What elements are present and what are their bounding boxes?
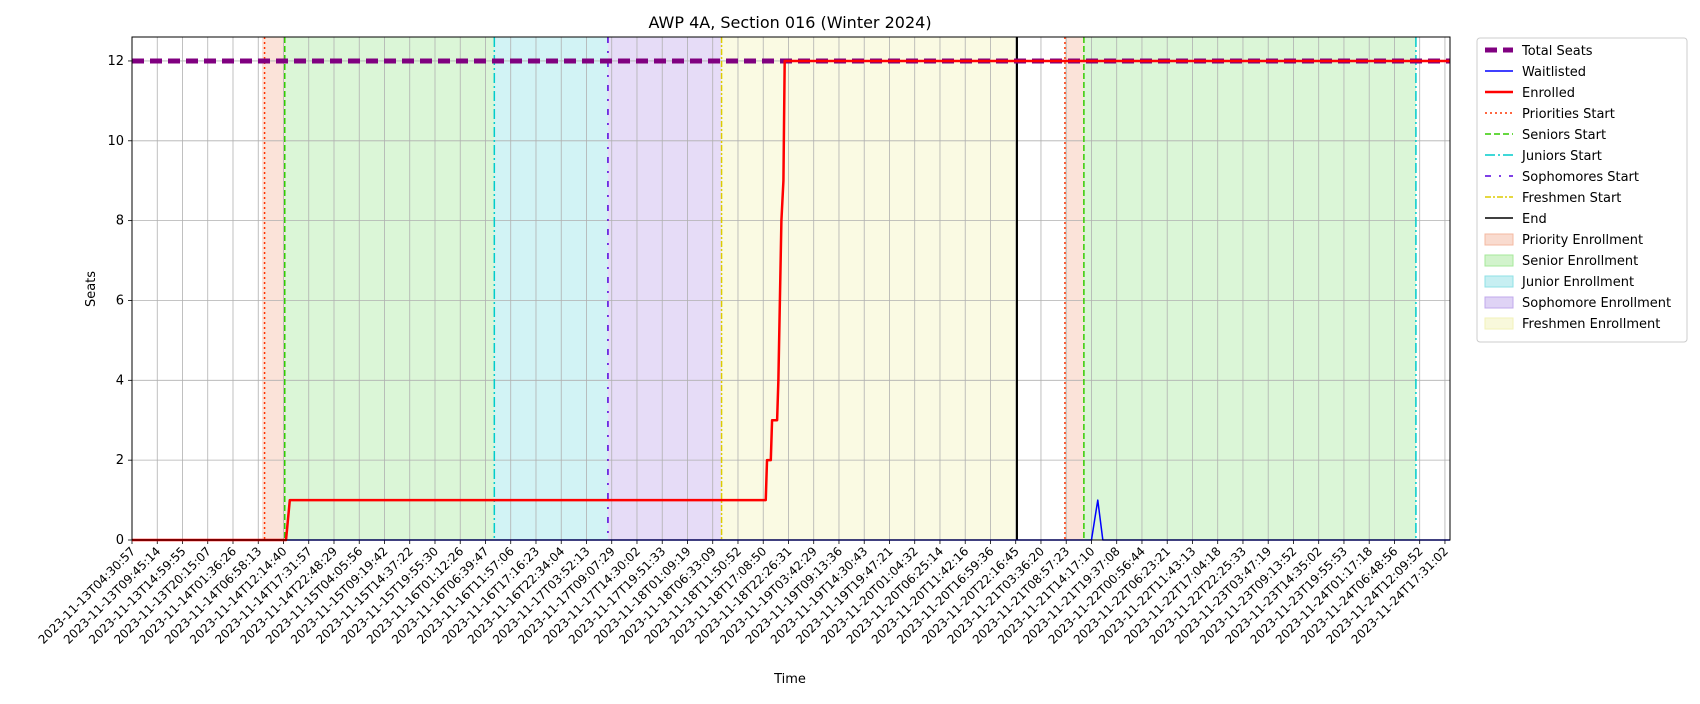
legend-label: End [1522, 212, 1547, 227]
phase-band [284, 37, 495, 540]
phase-band [262, 37, 285, 540]
legend-label: Junior Enrollment [1521, 275, 1634, 290]
y-tick-label: 10 [107, 134, 124, 149]
legend-label: Senior Enrollment [1522, 254, 1638, 269]
y-tick-label: 0 [116, 533, 124, 548]
legend-label: Seniors Start [1522, 128, 1606, 143]
legend-label: Sophomore Enrollment [1522, 296, 1671, 311]
plot-frame [131, 36, 1451, 541]
legend-swatch [1484, 233, 1514, 246]
phase-band [494, 37, 608, 540]
y-tick-label: 6 [116, 293, 124, 308]
legend-label: Juniors Start [1521, 149, 1602, 164]
legend-label: Freshmen Enrollment [1522, 317, 1660, 332]
legend-swatch [1484, 296, 1514, 309]
y-tick-label: 2 [116, 453, 124, 468]
legend-label: Freshmen Start [1522, 191, 1621, 206]
legend-swatch [1484, 317, 1514, 330]
legend: Total Seats Waitlisted Enrolled Priorities … [1476, 37, 1688, 343]
x-axis-label: Time [773, 672, 806, 687]
y-tick-label: 4 [116, 373, 124, 388]
y-tick-label: 8 [116, 214, 124, 229]
legend-label: Total Seats [1521, 44, 1593, 59]
chart-title: AWP 4A, Section 016 (Winter 2024) [648, 13, 931, 32]
legend-label: Waitlisted [1522, 65, 1586, 80]
legend-label: Priority Enrollment [1522, 233, 1643, 248]
y-tick-label: 12 [107, 54, 124, 69]
plot-area: 2023-11-13T04:30:572023-11-13T09:45:1420… [36, 36, 1451, 647]
phase-band [607, 37, 722, 540]
legend-swatch [1484, 275, 1514, 288]
legend-label: Priorities Start [1522, 107, 1615, 122]
legend-box [1476, 37, 1688, 343]
phase-band [1064, 37, 1084, 540]
legend-swatch [1484, 254, 1514, 267]
legend-label: Enrolled [1522, 86, 1575, 101]
legend-label: Sophomores Start [1522, 170, 1639, 185]
y-axis-label: Seats [84, 271, 99, 307]
phase-band [1083, 37, 1416, 540]
series-line [132, 59, 1450, 542]
